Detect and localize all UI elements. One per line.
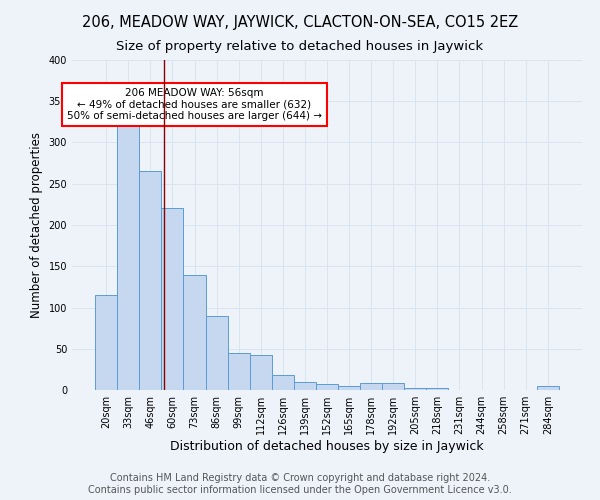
Bar: [294, 382, 316, 390]
Bar: [184, 274, 206, 390]
Bar: [316, 384, 338, 390]
Bar: [139, 172, 161, 390]
Bar: [537, 386, 559, 390]
Bar: [117, 118, 139, 390]
Bar: [161, 208, 184, 390]
Text: Size of property relative to detached houses in Jaywick: Size of property relative to detached ho…: [116, 40, 484, 53]
Bar: [227, 353, 250, 390]
Bar: [272, 375, 294, 390]
Bar: [360, 384, 382, 390]
Bar: [206, 316, 227, 390]
Bar: [95, 295, 117, 390]
Bar: [338, 386, 360, 390]
Y-axis label: Number of detached properties: Number of detached properties: [30, 132, 43, 318]
Bar: [427, 388, 448, 390]
Text: 206, MEADOW WAY, JAYWICK, CLACTON-ON-SEA, CO15 2EZ: 206, MEADOW WAY, JAYWICK, CLACTON-ON-SEA…: [82, 15, 518, 30]
Bar: [250, 354, 272, 390]
Bar: [404, 388, 427, 390]
Text: Contains HM Land Registry data © Crown copyright and database right 2024.
Contai: Contains HM Land Registry data © Crown c…: [88, 474, 512, 495]
Text: 206 MEADOW WAY: 56sqm
← 49% of detached houses are smaller (632)
50% of semi-det: 206 MEADOW WAY: 56sqm ← 49% of detached …: [67, 88, 322, 121]
X-axis label: Distribution of detached houses by size in Jaywick: Distribution of detached houses by size …: [170, 440, 484, 453]
Bar: [382, 384, 404, 390]
